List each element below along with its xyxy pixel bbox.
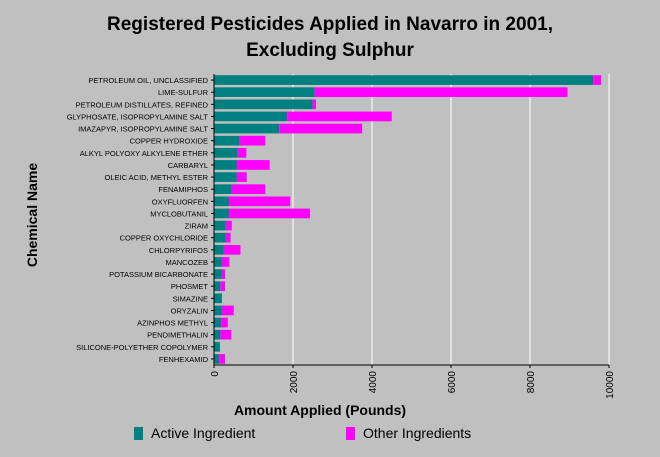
y-tick-label: COPPER OXYCHLORIDE [120,234,208,243]
legend-item-other: Other Ingredients [346,425,471,441]
legend-label-other: Other Ingredients [363,425,472,441]
y-tick-label: FENHEXAMID [159,355,209,364]
x-tick-label: 0 [210,371,221,377]
y-tick-label: PENDIMETHALIN [147,331,208,340]
bar-active [214,135,240,146]
chart-title: Registered Pesticides Applied in Navarro… [107,14,553,35]
bar-other [229,208,310,219]
y-tick-label: LIME-SULFUR [158,88,209,97]
bar-active [214,111,288,122]
bar-active [214,147,238,158]
y-tick-label: ORYZALIN [171,306,208,315]
x-tick-label: 4000 [368,371,379,394]
bar-other [220,329,232,340]
bar-active [214,329,221,340]
bar-other [221,257,230,267]
y-tick-label: ZIRAM [185,222,208,231]
y-tick-label: CARBARYL [168,161,208,170]
bar-active [214,123,280,134]
bar-other [221,305,234,316]
y-tick-label: CHLORPYRIFOS [149,246,208,255]
bar-active [214,281,221,292]
bar-active [214,293,222,304]
x-tick-label: 10000 [605,371,616,399]
bar-other [221,317,228,328]
y-tick-label: IMAZAPYR, ISOPROPYLAMINE SALT [78,125,208,134]
legend-label-active: Active Ingredient [151,425,256,441]
bar-active [214,87,315,98]
plot-area [214,74,609,365]
bar-other [593,75,602,85]
chart-svg: 0 2000 4000 6000 8000 10000 PETROLEUM OIL, UNC… [67,74,616,399]
bar-other [237,147,247,158]
bar-active [214,269,222,279]
y-tick-label: SIMAZINE [173,294,208,303]
bar-active [214,172,237,182]
y-tick-label: POTASSIUM BICARBONATE [109,270,208,279]
bar-active [214,99,313,110]
bar-other [223,244,241,255]
bar-other [314,87,568,98]
bar-other [229,196,291,207]
chart-subtitle: Excluding Sulphur [246,40,414,61]
y-tick-label: COPPER HYDROXIDE [130,137,208,146]
bar-active [214,196,230,207]
bar-active [214,257,222,267]
y-tick-label: PHOSMET [171,282,209,291]
y-tick-label: SILICONE-POLYETHER COPOLYMER [76,343,208,352]
y-tick-label: GLYPHOSATE, ISOPROPYLAMINE SALT [67,112,209,121]
x-tick-label: 2000 [289,371,300,394]
bar-other [239,135,266,146]
bar-other [225,232,231,243]
bar-other [236,172,247,182]
bar-active [214,232,226,243]
bar-active [214,317,222,328]
y-tick-label: PETROLEUM OIL, UNCLASSIFIED [88,76,208,85]
x-tick-label: 6000 [447,371,458,394]
legend-item-active: Active Ingredient [134,425,255,441]
bar-other [279,123,363,134]
x-axis-label: Amount Applied (Pounds) [233,402,407,418]
legend-swatch-other [346,426,355,440]
bar-other [220,281,226,292]
y-tick-label: PETROLEUM DISTILLATES, REFINED [76,100,209,109]
bar-other [236,160,270,170]
bar-other [312,99,316,110]
bar-other [287,111,392,122]
bar-active [214,75,594,85]
bar-active [214,160,237,170]
legend-swatch-active [134,426,143,440]
bar-other [231,184,266,195]
bar-active [214,305,222,316]
bar-active [214,354,220,364]
bar-other [221,269,226,279]
bar-active [214,244,224,255]
y-tick-label: MANCOZEB [165,258,208,267]
y-tick-label: MYCLOBUTANIL [150,209,208,218]
bar-active [214,184,232,195]
bar-other [219,354,226,364]
y-tick-label: OXYFLUORFEN [152,197,208,206]
bar-active [214,341,220,352]
y-tick-label: AZINPHOS METHYL [137,319,208,328]
y-tick-label: FENAMIPHOS [158,185,208,194]
y-tick-label: ALKYL POLYOXY ALKYLENE ETHER [80,149,209,158]
bar-active [214,208,230,219]
bar-other [225,220,232,231]
bar-active [214,220,226,231]
y-tick-label: OLEIC ACID, METHYL ESTER [105,173,209,182]
y-axis-label: Chemical Name [24,162,40,268]
x-tick-label: 8000 [526,371,537,394]
